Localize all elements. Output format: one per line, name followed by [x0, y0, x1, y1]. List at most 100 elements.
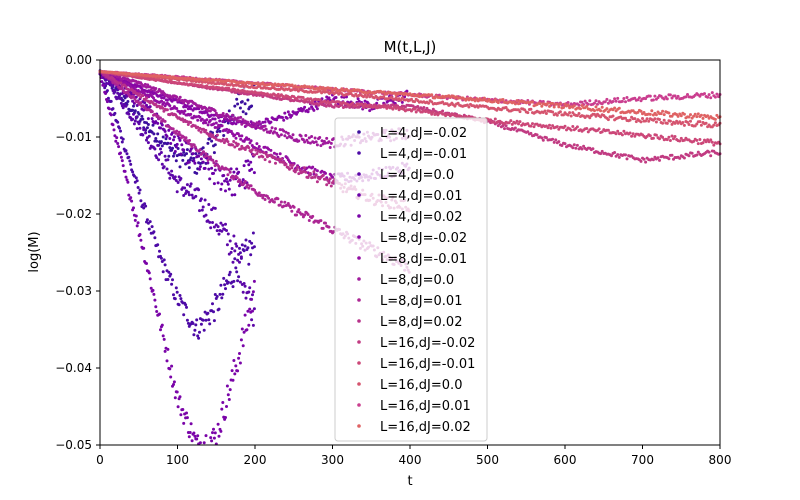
data-point — [637, 96, 641, 100]
data-point — [231, 285, 235, 289]
data-point — [236, 102, 240, 106]
data-point — [606, 118, 610, 122]
data-point — [263, 145, 267, 149]
data-point — [194, 152, 198, 156]
data-point — [226, 130, 230, 134]
data-point — [218, 292, 222, 296]
data-point — [211, 117, 215, 121]
data-point — [312, 170, 316, 174]
data-point — [668, 139, 672, 142]
data-point — [235, 270, 239, 274]
data-point — [658, 158, 661, 162]
data-point — [422, 106, 426, 109]
data-point — [308, 172, 312, 175]
data-point — [628, 131, 632, 135]
data-point — [155, 310, 159, 313]
data-point — [219, 221, 223, 225]
data-point — [208, 220, 212, 224]
data-point — [307, 165, 311, 169]
data-point — [678, 120, 682, 124]
data-point — [580, 100, 584, 104]
data-point — [225, 137, 229, 141]
data-point — [665, 138, 669, 142]
data-point — [579, 107, 582, 111]
data-point — [137, 191, 141, 195]
data-point — [314, 105, 318, 108]
data-point — [704, 121, 708, 125]
data-point — [238, 260, 241, 264]
data-point — [244, 238, 248, 242]
data-point — [148, 277, 152, 281]
data-point — [382, 90, 386, 94]
data-point — [288, 113, 291, 117]
data-point — [206, 158, 210, 162]
data-point — [709, 154, 713, 158]
data-point — [227, 273, 231, 277]
data-point — [622, 129, 626, 133]
data-point — [239, 115, 243, 119]
data-point — [253, 153, 257, 157]
data-point — [687, 154, 691, 158]
data-point — [214, 111, 218, 115]
y-tick-label: −0.05 — [55, 438, 92, 452]
legend-marker — [357, 172, 361, 176]
data-point — [279, 133, 283, 137]
data-point — [230, 193, 234, 197]
data-point — [654, 113, 658, 117]
data-point — [257, 122, 261, 125]
data-point — [119, 97, 122, 101]
data-point — [232, 234, 236, 238]
data-point — [121, 99, 125, 102]
data-point — [143, 82, 147, 86]
data-point — [225, 243, 229, 247]
data-point — [172, 293, 175, 297]
data-point — [213, 206, 217, 210]
data-point — [158, 312, 161, 316]
data-point — [185, 148, 189, 152]
data-point — [190, 104, 194, 108]
data-point — [155, 156, 159, 160]
data-point — [568, 111, 572, 115]
data-point — [116, 142, 120, 145]
data-point — [304, 170, 308, 174]
data-point — [605, 107, 609, 111]
data-point — [230, 247, 234, 250]
data-point — [304, 134, 308, 137]
data-point — [160, 144, 164, 148]
data-point — [667, 111, 671, 115]
data-point — [221, 120, 225, 124]
data-point — [707, 150, 711, 154]
data-point — [240, 243, 244, 247]
data-point — [672, 137, 675, 141]
data-point — [186, 123, 190, 126]
data-point — [289, 206, 293, 209]
legend-label: L=16,dJ=-0.02 — [380, 336, 475, 351]
data-point — [189, 107, 193, 111]
data-point — [244, 296, 248, 300]
data-point — [200, 208, 204, 212]
data-point — [682, 112, 686, 116]
data-point — [681, 121, 685, 124]
data-point — [156, 114, 160, 118]
data-point — [563, 142, 567, 146]
data-point — [116, 91, 120, 95]
data-point — [173, 175, 177, 179]
data-point — [217, 164, 221, 168]
data-point — [239, 338, 243, 342]
data-point — [220, 407, 224, 411]
data-point — [213, 168, 217, 172]
data-point — [165, 134, 169, 138]
data-point — [368, 103, 372, 107]
data-point — [312, 108, 316, 112]
data-point — [332, 137, 336, 141]
y-axis: 0.00 −0.01 −0.02 −0.03 −0.04 −0.05 — [55, 53, 100, 452]
data-point — [182, 135, 186, 139]
data-point — [566, 103, 570, 107]
data-point — [375, 101, 379, 105]
data-point — [243, 284, 247, 288]
data-point — [321, 142, 325, 146]
data-point — [203, 166, 207, 170]
data-point — [175, 107, 179, 110]
data-point — [208, 137, 212, 141]
data-point — [235, 97, 239, 101]
